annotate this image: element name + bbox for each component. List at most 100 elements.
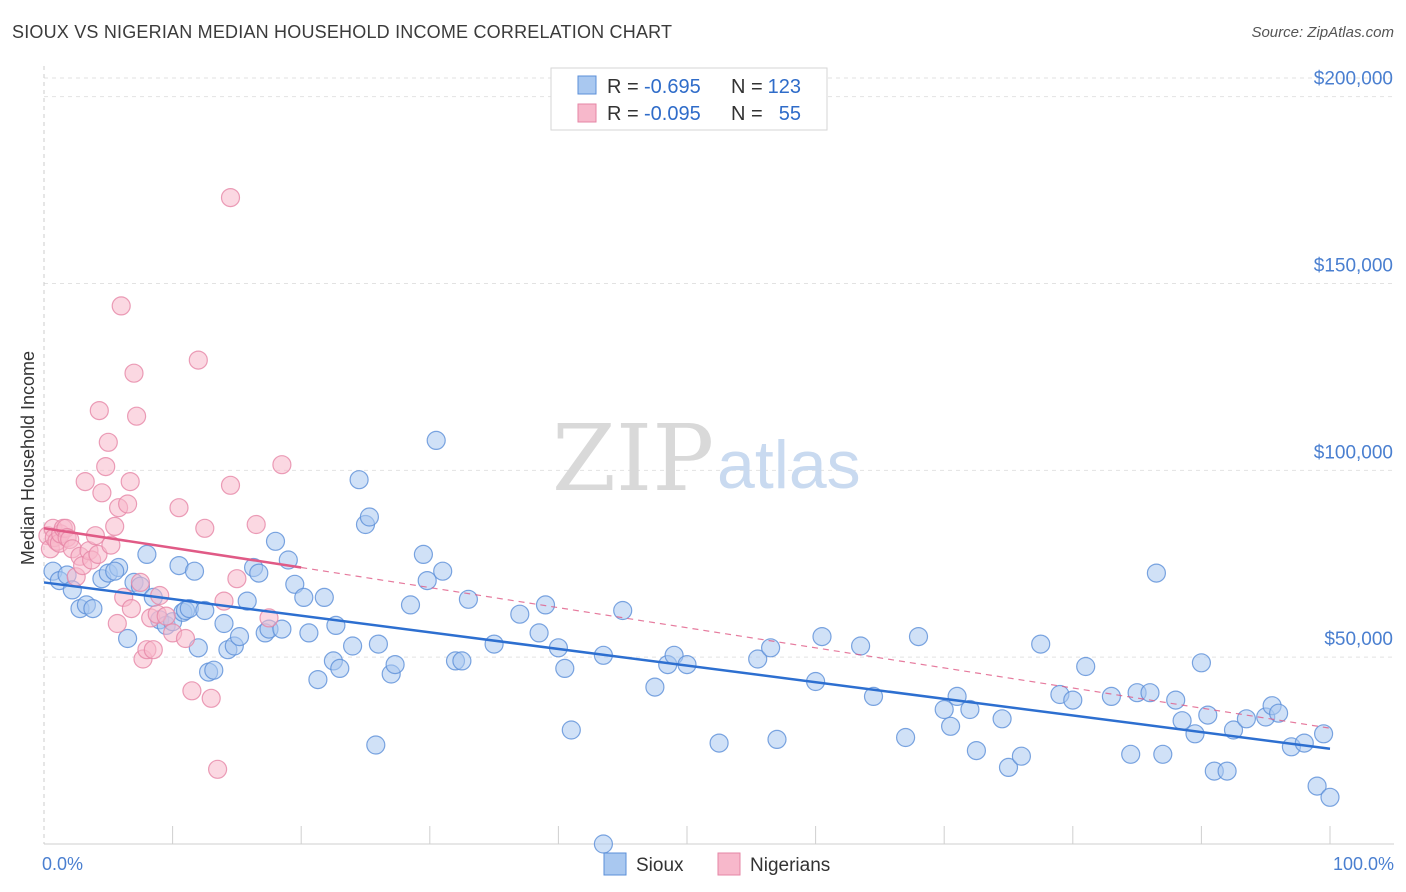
nigerian-point-20 (89, 401, 109, 421)
sioux-point-108 (1198, 705, 1218, 725)
legend-n-value-sioux: 123 (768, 76, 801, 98)
sioux-point-72 (645, 677, 665, 697)
y-tick-label-3: $200,000 (1314, 69, 1393, 90)
sioux-point-84 (895, 727, 916, 748)
chart-source: Source: ZipAtlas.com (1251, 24, 1394, 41)
sioux-point-61 (452, 651, 472, 671)
sioux-point-14 (137, 544, 157, 565)
trend-layer (43, 527, 1331, 750)
nigerian-point-53 (227, 569, 247, 589)
nigerian-point-45 (175, 628, 196, 649)
nigerian-trend-line (43, 527, 302, 569)
sioux-point-43 (308, 669, 328, 690)
axis-layer (44, 826, 1394, 845)
sioux-point-48 (343, 636, 363, 656)
nigerian-point-42 (156, 606, 176, 626)
sioux-point-90 (966, 740, 987, 761)
sioux-point-40 (285, 574, 305, 594)
nigerian-point-57 (220, 188, 241, 208)
sioux-point-55 (400, 595, 421, 615)
watermark: ZIP atlas (552, 405, 861, 512)
sioux-point-93 (1011, 746, 1032, 766)
nigerian-point-35 (130, 572, 150, 593)
sioux-point-121 (593, 834, 614, 854)
sioux-point-120 (1320, 787, 1340, 807)
legend-r-label-sioux: R = (607, 76, 639, 98)
legend-n-label-nigerians: N = (731, 103, 763, 125)
nigerian-point-32 (121, 598, 141, 619)
nigerian-point-28 (111, 296, 131, 316)
nigerian-point-22 (96, 457, 116, 477)
nigerian-point-49 (201, 688, 221, 708)
sioux-point-119 (1313, 724, 1334, 744)
legend: R = -0.695 N = 123 R = -0.095 N = 55 (550, 67, 828, 131)
sioux-point-49 (349, 470, 369, 490)
nigerian-point-48 (195, 518, 215, 538)
sioux-point-122 (366, 735, 386, 755)
nigerian-point-55 (259, 608, 279, 628)
nigerian-point-44 (169, 498, 189, 518)
nigerian-trend-line-extended (301, 566, 1331, 729)
sioux-point-44 (314, 587, 334, 608)
sioux-point-51 (359, 507, 379, 527)
sioux-point-78 (760, 638, 781, 658)
sioux-point-112 (1236, 709, 1257, 729)
nigerian-point-26 (107, 613, 127, 634)
sioux-point-56 (413, 544, 433, 565)
sioux-point-66 (535, 595, 556, 615)
sioux-point-37 (265, 531, 286, 551)
nigerian-point-21 (92, 483, 112, 503)
sioux-point-23 (184, 561, 205, 581)
sioux-point-94 (1031, 634, 1051, 654)
sioux-point-76 (709, 733, 729, 753)
sioux-point-81 (812, 626, 832, 647)
bottom-legend: Sioux Nigerians (603, 852, 830, 876)
sioux-point-54 (385, 654, 405, 675)
bottom-legend-label-sioux: Sioux (636, 855, 684, 876)
nigerian-point-50 (208, 759, 228, 779)
sioux-point-86 (934, 699, 954, 720)
legend-n-label-sioux: N = (731, 76, 763, 98)
nigerian-point-23 (98, 432, 118, 452)
sioux-point-107 (1191, 653, 1212, 673)
sioux-point-71 (613, 600, 633, 621)
sioux-point-117 (1294, 733, 1314, 753)
sioux-point-69 (561, 720, 581, 740)
sioux-point-11 (117, 628, 138, 649)
sioux-point-91 (992, 709, 1012, 729)
sioux-point-99 (1121, 744, 1141, 764)
sioux-point-27 (204, 660, 224, 680)
sioux-point-110 (1217, 761, 1237, 781)
legend-r-value-sioux: -0.695 (644, 76, 701, 98)
sioux-point-79 (767, 729, 787, 750)
sioux-point-83 (863, 686, 884, 707)
y-tick-label-0: $50,000 (1324, 629, 1393, 650)
sioux-point-25 (195, 600, 215, 621)
sioux-point-115 (1268, 703, 1289, 723)
nigerian-point-54 (246, 514, 266, 535)
watermark-zip: ZIP (552, 405, 714, 512)
legend-r-value-nigerians: -0.095 (644, 103, 701, 125)
nigerian-point-56 (272, 455, 292, 475)
nigerian-point-25 (105, 516, 125, 537)
sioux-point-89 (960, 699, 980, 720)
watermark-atlas: atlas (717, 427, 861, 503)
bottom-legend-swatch-sioux (603, 852, 627, 876)
bottom-legend-label-nigerians: Nigerians (750, 855, 830, 876)
nigerian-point-31 (120, 472, 140, 492)
nigerian-point-33 (124, 363, 144, 383)
sioux-point-10 (105, 561, 125, 581)
sioux-point-47 (330, 658, 350, 679)
legend-r-label-nigerians: R = (607, 103, 639, 125)
y-tick-labels: $50,000 $100,000 $150,000 $200,000 (1314, 69, 1393, 650)
sioux-point-6 (83, 598, 103, 619)
y-tick-label-1: $100,000 (1314, 442, 1393, 463)
nigerian-point-47 (188, 350, 208, 370)
sioux-point-52 (368, 634, 388, 654)
sioux-point-42 (299, 623, 319, 643)
y-tick-label-2: $150,000 (1314, 256, 1393, 277)
sioux-point-38 (272, 619, 292, 639)
sioux-point-65 (529, 623, 549, 643)
sioux-point-82 (850, 636, 871, 656)
